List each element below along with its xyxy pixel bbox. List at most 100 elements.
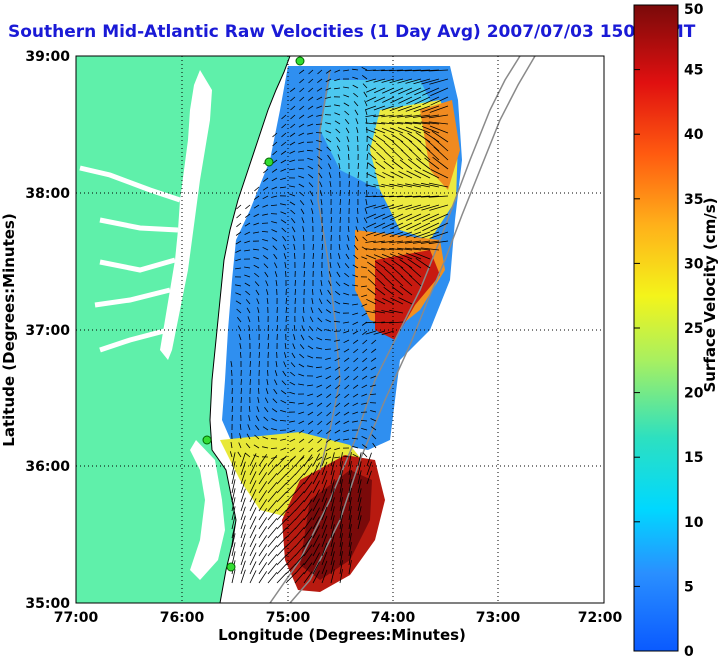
velocity-arrow <box>271 456 278 459</box>
velocity-arrow <box>354 235 359 242</box>
velocity-arrow <box>325 366 332 370</box>
velocity-arrow <box>276 455 287 467</box>
velocity-arrow <box>258 463 268 476</box>
velocity-arrow <box>321 551 328 566</box>
velocity-arrow <box>302 226 305 233</box>
velocity-arrow <box>381 330 395 336</box>
velocity-arrow <box>236 204 242 210</box>
lat-tick-label: 38:00 <box>25 186 70 202</box>
velocity-arrow <box>238 442 242 449</box>
colorbar-tick-label: 15 <box>684 450 703 466</box>
velocity-arrow <box>307 157 314 161</box>
velocity-arrow <box>325 456 332 460</box>
velocity-arrow <box>343 302 350 305</box>
velocity-arrow <box>391 133 404 143</box>
velocity-arrow <box>406 213 422 221</box>
velocity-arrow <box>289 201 296 206</box>
hf-radar-stations <box>202 56 305 572</box>
velocity-arrow <box>281 141 287 147</box>
velocity-arrow <box>389 321 404 324</box>
velocity-arrow <box>383 134 395 143</box>
velocity-arrow <box>413 78 431 85</box>
lon-axis: 77:00 76:00 75:00 74:00 73:00 72:00 Long… <box>54 610 623 644</box>
velocity-arrow <box>413 105 431 113</box>
velocity-arrow <box>389 127 404 134</box>
velocity-arrow <box>249 543 257 557</box>
velocity-arrow <box>381 231 395 237</box>
velocity-arrow <box>339 216 341 224</box>
velocity-arrow <box>315 366 323 369</box>
velocity-arrow <box>324 348 332 350</box>
map-grid <box>76 56 604 603</box>
velocity-arrow <box>390 297 404 305</box>
velocity-arrow <box>352 76 359 80</box>
velocity-arrow <box>292 343 296 350</box>
velocity-arrow <box>334 366 341 371</box>
velocity-arrow <box>389 240 404 244</box>
velocity-arrow <box>408 274 422 287</box>
velocity-arrow <box>334 69 341 73</box>
velocity-arrow <box>347 225 350 233</box>
velocity-arrow <box>316 140 323 143</box>
velocity-arrow <box>276 554 287 566</box>
velocity-arrow <box>389 204 404 210</box>
velocity-arrow <box>325 375 332 380</box>
velocity-arrow <box>271 237 278 242</box>
velocity-arrow <box>383 160 395 170</box>
velocity-arrow <box>281 123 287 129</box>
velocity-arrow <box>348 542 352 557</box>
velocity-arrow <box>400 149 413 161</box>
velocity-arrow <box>276 491 287 503</box>
velocity-arrow <box>262 186 269 191</box>
velocity-arrow <box>339 524 343 539</box>
velocity-arrow <box>303 499 313 512</box>
velocity-arrow <box>303 279 305 287</box>
velocity-arrow <box>357 452 362 467</box>
velocity-arrow <box>249 552 257 566</box>
velocity-arrow <box>312 543 320 557</box>
velocity-arrow <box>335 128 341 134</box>
velocity-arrow <box>334 300 341 305</box>
velocity-arrow <box>412 195 431 198</box>
velocity-arrow <box>270 447 278 449</box>
velocity-arrow <box>244 231 251 235</box>
velocity-arrow <box>289 132 296 137</box>
velocity-arrow <box>405 78 422 84</box>
velocity-arrow <box>375 142 386 152</box>
velocity-arrow <box>343 69 350 72</box>
velocity-arrow <box>235 240 242 245</box>
velocity-arrow <box>254 281 260 287</box>
velocity-arrow <box>374 222 386 229</box>
velocity-arrow <box>405 231 422 238</box>
velocity-arrow <box>266 298 269 305</box>
velocity-arrow <box>294 288 296 296</box>
velocity-arrow <box>405 183 422 188</box>
velocity-arrow <box>299 353 305 359</box>
velocity-arrow <box>363 217 368 224</box>
velocity-arrow <box>263 177 269 183</box>
velocity-arrow <box>240 542 246 557</box>
velocity-arrow <box>312 288 314 296</box>
velocity-arrow <box>307 114 314 119</box>
velocity-arrow <box>376 277 386 287</box>
velocity-arrow <box>422 222 440 232</box>
lat-axis: 39:00 38:00 37:00 36:00 35:00 Latitude (… <box>0 49 70 612</box>
velocity-arrow <box>390 222 404 230</box>
velocity-arrow <box>258 562 268 575</box>
velocity-arrow <box>381 78 395 83</box>
velocity-arrow <box>240 351 242 359</box>
velocity-arrow <box>307 105 314 110</box>
velocity-arrow <box>283 361 287 368</box>
velocity-arrow <box>335 384 341 390</box>
velocity-arrow <box>370 366 377 371</box>
velocity-arrow <box>399 285 413 296</box>
velocity-arrow <box>348 452 352 467</box>
velocity-arrow <box>231 396 233 404</box>
velocity-arrow <box>405 114 422 118</box>
velocity-arrow <box>302 316 305 323</box>
velocity-arrow <box>308 438 314 444</box>
velocity-arrow <box>317 78 323 84</box>
velocity-arrow <box>389 105 404 112</box>
velocity-arrow <box>348 180 350 188</box>
velocity-arrow <box>397 105 413 112</box>
